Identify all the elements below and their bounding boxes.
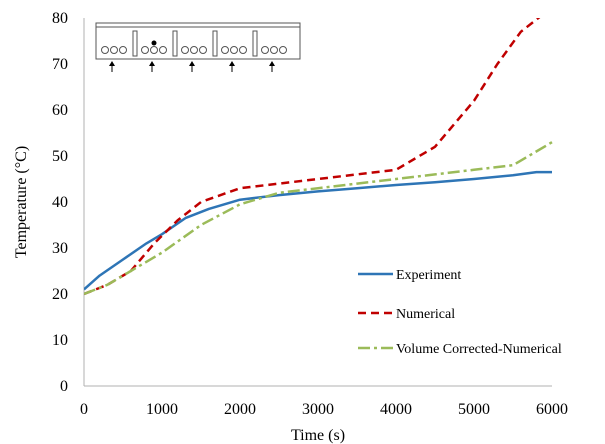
inset-frame — [95, 22, 301, 60]
x-tick-label: 1000 — [146, 401, 178, 418]
inset-circle — [221, 46, 229, 54]
inset-circle — [270, 46, 278, 54]
inset-circle — [150, 46, 158, 54]
y-axis-title: Temperature (°C) — [13, 146, 30, 258]
legend-label: Volume Corrected-Numerical — [396, 342, 562, 357]
series-line-1 — [84, 170, 552, 291]
x-tick-label: 3000 — [302, 401, 334, 418]
x-tick-label: 6000 — [536, 401, 568, 418]
series-group — [84, 18, 553, 296]
inset-dot — [151, 40, 157, 46]
x-tick-label: 5000 — [458, 401, 490, 418]
y-tick-label: 70 — [52, 56, 68, 73]
inset-circle — [190, 46, 198, 54]
inset-circle — [199, 46, 207, 54]
inset-circle — [101, 46, 109, 54]
inset-circle — [230, 46, 238, 54]
inset-arrow-head — [189, 61, 195, 66]
inset-arrow-head — [109, 61, 115, 66]
inset-arrow-head — [229, 61, 235, 66]
inset-circle — [279, 46, 287, 54]
inset-arrow-head — [269, 61, 275, 66]
y-tick-label: 60 — [52, 102, 68, 119]
x-tick-label: 2000 — [224, 401, 256, 418]
y-tick-label: 20 — [52, 286, 68, 303]
inset-circle — [181, 46, 189, 54]
inset-marks — [101, 30, 287, 72]
inset-arrow-head — [149, 61, 155, 66]
y-tick-label: 30 — [52, 240, 68, 257]
legend: Experiment Numerical Volume Corrected-Nume… — [358, 268, 562, 357]
inset-partition — [172, 30, 178, 57]
legend-label: Experiment — [396, 268, 461, 283]
inset-circle — [119, 46, 127, 54]
inset-schematic — [95, 22, 301, 72]
inset-partition — [132, 30, 138, 57]
inset-circle — [141, 46, 149, 54]
y-tick-labels: 0 10 20 30 40 50 60 70 80 — [52, 10, 68, 395]
x-tick-labels: 0 1000 2000 3000 4000 5000 6000 — [80, 401, 568, 418]
x-tick-label: 4000 — [380, 401, 412, 418]
inset-partition — [212, 30, 218, 57]
x-tick-label: 0 — [80, 401, 88, 418]
y-tick-label: 0 — [60, 378, 68, 395]
inset-circle — [239, 46, 247, 54]
inset-partition — [252, 30, 258, 57]
y-tick-label: 80 — [52, 10, 68, 27]
legend-label: Numerical — [396, 307, 455, 322]
y-tick-label: 50 — [52, 148, 68, 165]
inset-circle — [261, 46, 269, 54]
y-tick-label: 10 — [52, 332, 68, 349]
y-tick-label: 40 — [52, 194, 68, 211]
series-line-3 — [84, 141, 553, 296]
inset-circle — [159, 46, 167, 54]
series-line-2 — [84, 18, 541, 296]
x-axis-title: Time (s) — [291, 427, 345, 444]
inset-circle — [110, 46, 118, 54]
